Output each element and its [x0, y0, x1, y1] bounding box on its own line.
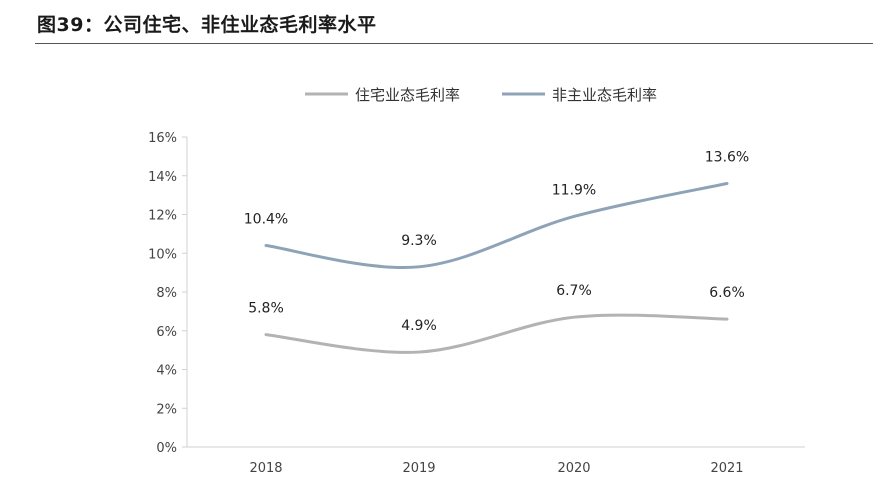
y-tick-label: 16% — [148, 131, 177, 146]
data-label: 10.4% — [244, 212, 288, 228]
data-label: 6.7% — [556, 283, 592, 299]
chart-axes: 0% 2% 4% 6% 8% 10% 12% 14% 16% 2018 2019 2020 2021 — [148, 131, 805, 476]
figure-title: 图39：公司住宅、非住业态毛利率水平 — [37, 14, 377, 36]
y-tick-label: 0% — [156, 441, 177, 456]
chart-legend: 住宅业态毛利率 非主业态毛利率 — [305, 86, 657, 104]
legend-label: 住宅业态毛利率 — [355, 86, 460, 104]
data-label: 11.9% — [552, 182, 596, 198]
data-label: 13.6% — [705, 150, 749, 166]
chart-data-labels: 5.8% 4.9% 6.7% 6.6% 10.4% 9.3% 11.9% 13.6% — [244, 150, 749, 335]
y-tick-label: 10% — [148, 247, 177, 262]
chart-series — [264, 182, 729, 354]
legend-label: 非主业态毛利率 — [552, 86, 657, 104]
data-label: 4.9% — [401, 318, 437, 334]
data-label: 6.6% — [709, 285, 745, 301]
x-tick-label: 2020 — [557, 461, 590, 476]
y-tick-label: 6% — [156, 325, 177, 340]
y-tick-label: 12% — [148, 209, 177, 224]
y-tick-label: 8% — [156, 286, 177, 301]
series-line-1 — [264, 313, 729, 354]
series-line-2 — [264, 182, 729, 269]
x-tick-label: 2019 — [402, 461, 435, 476]
data-label: 5.8% — [248, 301, 284, 317]
y-tick-label: 2% — [156, 402, 177, 417]
y-tick-label: 14% — [148, 170, 177, 185]
x-tick-label: 2018 — [249, 461, 282, 476]
x-tick-label: 2021 — [710, 461, 743, 476]
title-rule — [35, 43, 873, 44]
y-tick-label: 4% — [156, 364, 177, 379]
data-label: 9.3% — [401, 233, 437, 249]
